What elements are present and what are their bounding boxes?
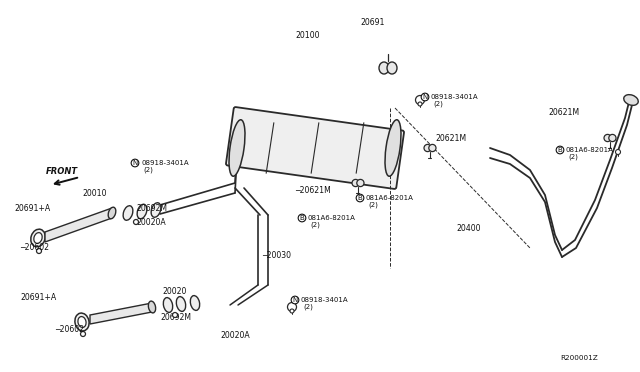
Ellipse shape: [287, 302, 296, 311]
Ellipse shape: [387, 62, 397, 74]
Text: ─20621M: ─20621M: [295, 186, 331, 195]
Text: 081A6-8201A: 081A6-8201A: [308, 215, 356, 221]
Ellipse shape: [385, 120, 401, 176]
Text: 20691: 20691: [360, 17, 385, 26]
Text: (2): (2): [310, 222, 320, 228]
Text: N: N: [292, 297, 298, 303]
Ellipse shape: [415, 96, 424, 105]
Text: ─20602: ─20602: [55, 326, 84, 334]
Text: 20010: 20010: [82, 189, 106, 198]
Text: N: N: [422, 94, 428, 100]
Text: (2): (2): [303, 304, 313, 310]
Ellipse shape: [429, 144, 436, 152]
Ellipse shape: [34, 232, 42, 243]
Text: (2): (2): [368, 202, 378, 208]
Ellipse shape: [123, 206, 133, 220]
Text: 20100: 20100: [295, 31, 319, 39]
Text: N: N: [132, 160, 138, 166]
Ellipse shape: [609, 134, 616, 142]
Text: B: B: [300, 215, 305, 221]
Ellipse shape: [163, 298, 173, 312]
Ellipse shape: [352, 179, 359, 187]
Text: B: B: [557, 147, 563, 153]
Text: FRONT: FRONT: [46, 167, 78, 176]
FancyBboxPatch shape: [226, 107, 404, 189]
Text: B: B: [358, 195, 362, 201]
Ellipse shape: [624, 94, 638, 105]
Ellipse shape: [36, 248, 42, 253]
Text: 081A6-8201A: 081A6-8201A: [366, 195, 414, 201]
Text: (2): (2): [143, 167, 153, 173]
Ellipse shape: [604, 134, 611, 142]
Ellipse shape: [173, 312, 177, 317]
Text: 20691+A: 20691+A: [20, 294, 56, 302]
Text: 20621M: 20621M: [548, 108, 579, 116]
Text: (2): (2): [433, 101, 443, 107]
Polygon shape: [90, 303, 152, 324]
Text: 20020: 20020: [162, 286, 186, 295]
Ellipse shape: [31, 229, 45, 247]
Ellipse shape: [108, 207, 116, 219]
Text: ─20030: ─20030: [262, 250, 291, 260]
Ellipse shape: [78, 317, 86, 327]
Ellipse shape: [290, 309, 294, 313]
Ellipse shape: [616, 150, 621, 154]
Ellipse shape: [379, 62, 389, 74]
Text: 20020A: 20020A: [220, 330, 250, 340]
Ellipse shape: [177, 296, 186, 311]
Text: 20020A: 20020A: [136, 218, 166, 227]
Ellipse shape: [148, 301, 156, 313]
Ellipse shape: [356, 179, 364, 187]
Ellipse shape: [81, 331, 86, 337]
Text: 08918-3401A: 08918-3401A: [431, 94, 479, 100]
Text: 20691+A: 20691+A: [14, 203, 50, 212]
Text: 08918-3401A: 08918-3401A: [141, 160, 189, 166]
Ellipse shape: [418, 102, 422, 106]
Text: R200001Z: R200001Z: [560, 355, 598, 361]
Text: 08918-3401A: 08918-3401A: [301, 297, 349, 303]
Ellipse shape: [75, 313, 89, 331]
Text: ─20602: ─20602: [20, 244, 49, 253]
Text: 20621M: 20621M: [435, 134, 466, 142]
Text: (2): (2): [568, 154, 578, 160]
Ellipse shape: [134, 219, 138, 224]
Text: 20400: 20400: [456, 224, 481, 232]
Ellipse shape: [229, 120, 245, 176]
Ellipse shape: [190, 296, 200, 310]
Polygon shape: [45, 208, 112, 242]
Ellipse shape: [424, 144, 431, 152]
Text: 20692M: 20692M: [136, 203, 167, 212]
Text: 081A6-8201A: 081A6-8201A: [566, 147, 614, 153]
Ellipse shape: [137, 204, 147, 219]
Ellipse shape: [151, 203, 161, 217]
Text: 20692M: 20692M: [160, 314, 191, 323]
